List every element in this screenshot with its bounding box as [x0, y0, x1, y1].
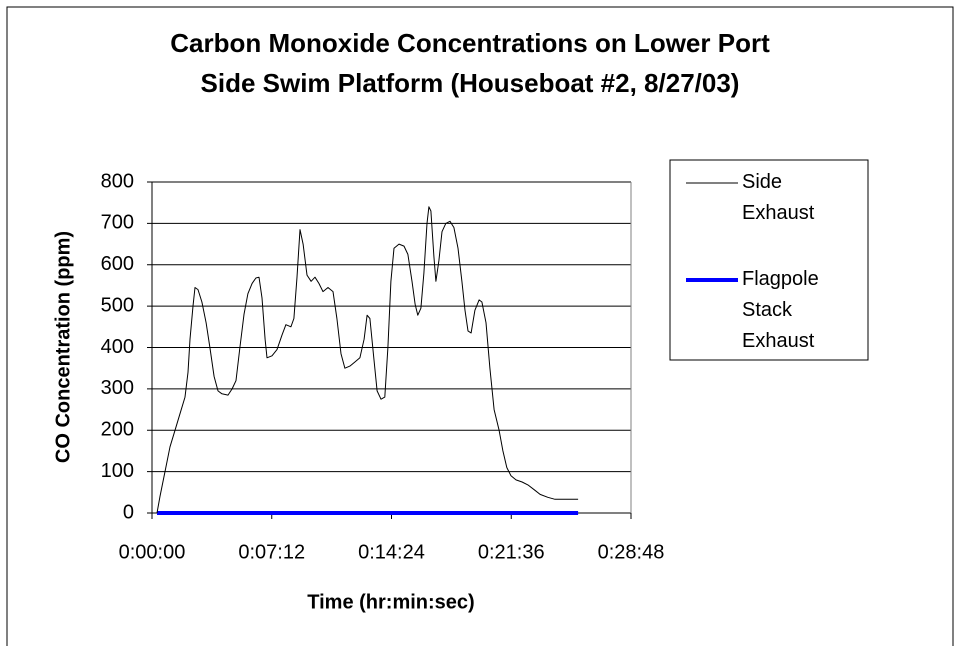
- y-tick-label: 400: [101, 336, 134, 358]
- legend-label: Flagpole Stack Exhaust: [742, 268, 819, 352]
- y-tick-label: 600: [101, 253, 134, 275]
- x-axis-label: Time (hr:min:sec): [307, 591, 474, 613]
- legend-label: Side Exhaust: [742, 171, 815, 224]
- x-tick-label: 0:00:00: [119, 541, 186, 563]
- chart-title: Carbon Monoxide Concentrations on Lower …: [170, 28, 770, 98]
- series-line: [156, 206, 579, 514]
- x-tick-label: 0:14:24: [358, 541, 425, 563]
- y-tick-label: 100: [101, 460, 134, 482]
- y-tick-label: 200: [101, 419, 134, 441]
- x-tick-label: 0:07:12: [238, 541, 305, 563]
- y-axis-label: CO Concentration (ppm): [52, 231, 74, 463]
- y-tick-label: 500: [101, 294, 134, 316]
- x-tick-label: 0:21:36: [478, 541, 545, 563]
- legend-box: [669, 159, 869, 361]
- y-tick-label: 300: [101, 377, 134, 399]
- y-tick-label: 700: [101, 212, 134, 234]
- y-tick-label: 0: [123, 501, 134, 523]
- y-tick-label: 800: [101, 170, 134, 192]
- x-tick-label: 0:28:48: [598, 541, 665, 563]
